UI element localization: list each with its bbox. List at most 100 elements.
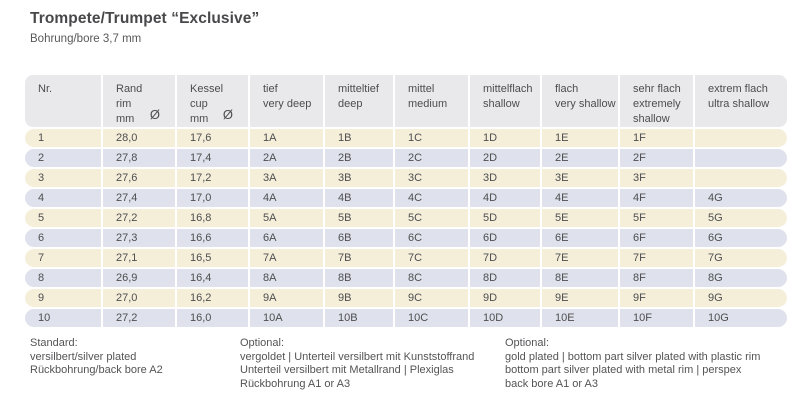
table-cell: 3A — [250, 169, 325, 187]
table-cell: 3D — [470, 169, 542, 187]
column-header-line: shallow — [633, 113, 670, 125]
table-cell: 3F — [620, 169, 695, 187]
table-cell: 10A — [250, 309, 325, 327]
table-cell: 2A — [250, 149, 325, 167]
table-cell: 2F — [620, 149, 695, 167]
table-cell: 16,5 — [177, 249, 250, 267]
column-header: extrem flach ultra shallow — [695, 75, 787, 127]
column-header: sehr flach extremely shallow — [620, 75, 695, 127]
table-cell: 16,2 — [177, 289, 250, 307]
column-header-line: extremely — [633, 98, 681, 110]
table-cell: 1F — [620, 129, 695, 147]
table-cell: 7A — [250, 249, 325, 267]
table-cell: 6E — [542, 229, 620, 247]
table-row: 7 27,1 16,5 7A 7B 7C 7D 7E 7F 7G — [25, 249, 787, 267]
column-header: Kessel cup mm Ø — [177, 75, 250, 127]
table-cell: 10 — [25, 309, 103, 327]
table-cell: 3C — [395, 169, 470, 187]
table-row: 4 27,4 17,0 4A 4B 4C 4D 4E 4F 4G — [25, 189, 787, 207]
table-cell: 10C — [395, 309, 470, 327]
table-cell: 10E — [542, 309, 620, 327]
table-cell: 17,2 — [177, 169, 250, 187]
column-header-line: very deep — [263, 98, 312, 110]
footnote-line: versilbert/silver plated — [30, 350, 137, 363]
table-cell: 8D — [470, 269, 542, 287]
table-cell: 27,3 — [103, 229, 177, 247]
table-cell: 26,9 — [103, 269, 177, 287]
table-cell — [695, 169, 787, 187]
column-header-line: ultra shallow — [708, 98, 770, 110]
table-cell: 4G — [708, 192, 723, 204]
table-cell: 4C — [395, 189, 470, 207]
table-cell: 8F — [620, 269, 695, 287]
table-cell: 10D — [470, 309, 542, 327]
column-header-line: Nr. — [38, 83, 53, 95]
table-cell: 1A — [250, 129, 325, 147]
column-header: mittelflach shallow — [470, 75, 542, 127]
table-row: 9 27,0 16,2 9A 9B 9C 9D 9E 9F 9G — [25, 289, 787, 307]
table-cell: 6A — [250, 229, 325, 247]
table-cell: 5F — [620, 209, 695, 227]
table-cell: 9E — [542, 289, 620, 307]
table-cell: 6G — [708, 232, 723, 244]
table-cell: 3 — [25, 169, 103, 187]
footnote-line: gold plated | bottom part silver plated … — [505, 350, 761, 363]
column-header-line: tief — [263, 83, 278, 95]
table-cell: 7D — [470, 249, 542, 267]
column-header: Rand rim mm Ø — [103, 75, 177, 127]
table-cell: 1 — [25, 129, 103, 147]
table-cell: 3B — [325, 169, 395, 187]
table-cell: 7B — [325, 249, 395, 267]
table-row: 8 26,9 16,4 8A 8B 8C 8D 8E 8F 8G — [25, 269, 787, 287]
column-header-line: rim — [116, 98, 132, 110]
table-cell: 9 — [25, 289, 103, 307]
table-cell: 27,6 — [103, 169, 177, 187]
footnote-line: vergoldet | Unterteil versilbert mit Kun… — [240, 350, 475, 363]
table-cell: 5G — [708, 212, 723, 224]
column-header-line: extrem flach — [708, 83, 768, 95]
table-cell: 6C — [395, 229, 470, 247]
table-cell: 8B — [325, 269, 395, 287]
table-cell: 8A — [250, 269, 325, 287]
column-header-line: deep — [338, 98, 363, 110]
column-header-line: mittelflach — [483, 83, 533, 95]
table-cell: 6F — [620, 229, 695, 247]
footnote-heading: Optional: — [505, 337, 550, 349]
column-header-line: Kessel — [190, 83, 224, 95]
table-cell: 10F — [620, 309, 695, 327]
table-cell: 16,0 — [177, 309, 250, 327]
column-header-line: mitteltief — [338, 83, 379, 95]
table-cell: 9C — [395, 289, 470, 307]
table-cell: 8G — [708, 272, 723, 284]
table-cell: 4B — [325, 189, 395, 207]
table-cell: 27,2 — [103, 209, 177, 227]
table-cell: 8E — [542, 269, 620, 287]
table-cell: 2C — [395, 149, 470, 167]
column-header-line: flach — [555, 83, 579, 95]
table-cell: 1B — [325, 129, 395, 147]
footnote-line: Unterteil versilbert mit Metallrand | Pl… — [240, 364, 454, 376]
table-cell: 17,0 — [177, 189, 250, 207]
table-cell: 4 — [25, 189, 103, 207]
column-header-line: mittel — [408, 83, 435, 95]
footnote-heading: Standard: — [30, 337, 78, 349]
column-header: flach very shallow — [542, 75, 620, 127]
table-row: 2 27,8 17,4 2A 2B 2C 2D 2E 2F — [25, 149, 787, 167]
table-cell: 17,4 — [177, 149, 250, 167]
table-cell — [695, 149, 787, 167]
table-cell: 16,4 — [177, 269, 250, 287]
table-cell: 5E — [542, 209, 620, 227]
table-cell: 3E — [542, 169, 620, 187]
table-cell: 10G — [708, 312, 729, 324]
table-cell: 27,4 — [103, 189, 177, 207]
table-cell: 5 — [25, 209, 103, 227]
footnote-block: Optional: gold plated | bottom part silve… — [505, 337, 760, 391]
table-cell: 9F — [620, 289, 695, 307]
table-cell: 6B — [325, 229, 395, 247]
table-cell: 17,6 — [177, 129, 250, 147]
table-body: 1 28,0 17,6 1A 1B 1C 1D 1E 1F 2 27,8 17,4 2A 2B 2C 2D 2E… — [25, 129, 787, 327]
table-cell: 4F — [620, 189, 695, 207]
footnote-line: Rückbohrung A1 or A3 — [240, 377, 351, 390]
table-cell: 2E — [542, 149, 620, 167]
column-header: Nr. — [25, 75, 103, 127]
